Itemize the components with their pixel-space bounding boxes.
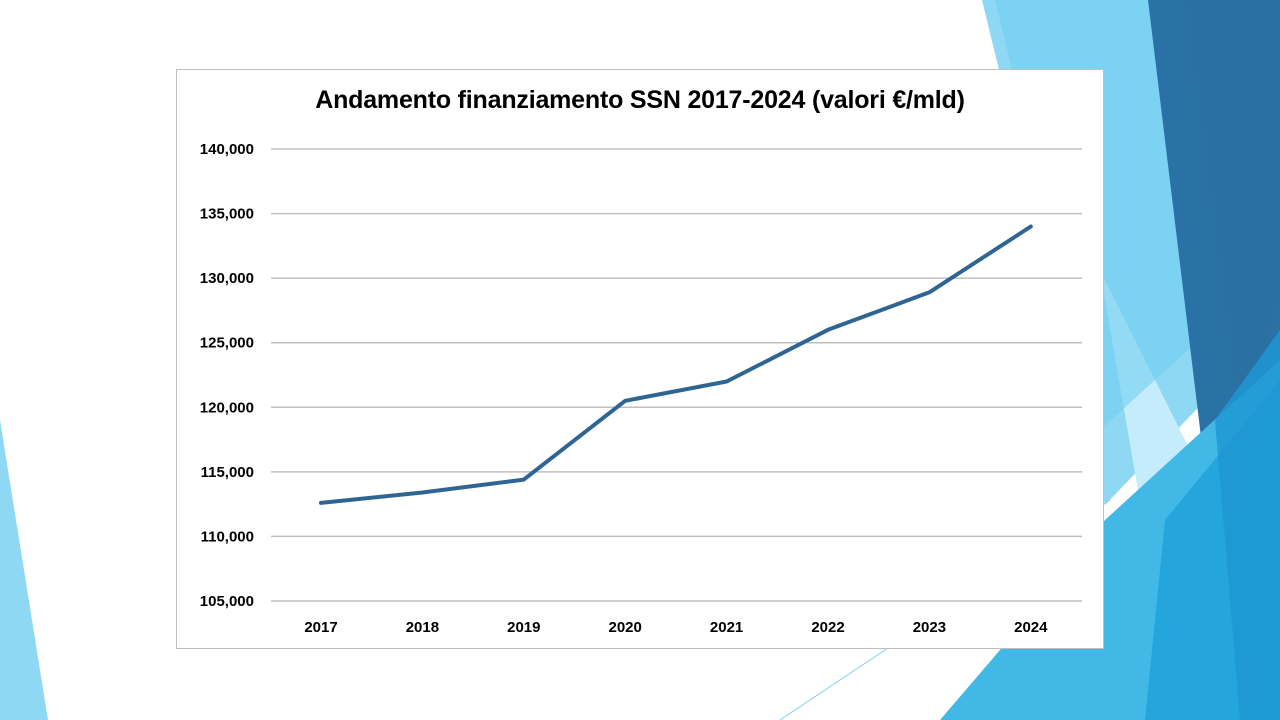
y-tick-label: 130,000	[200, 270, 254, 287]
x-tick-label-2020: 2020	[609, 619, 642, 636]
x-tick-label-2024: 2024	[1014, 619, 1048, 636]
line-chart: 105,000 110,000 115,000 120,000 125,000 130,0…	[200, 141, 1082, 636]
x-tick-label-2018: 2018	[406, 619, 439, 636]
chart-title: Andamento finanziamento SSN 2017-2024 (v…	[315, 86, 965, 114]
series-layer	[319, 224, 1033, 505]
y-tick-label: 105,000	[200, 593, 254, 610]
x-axis-tick-labels: 2017 2018 2019 2020 2021 2022 2023 2024	[304, 619, 1048, 636]
y-tick-label: 135,000	[200, 206, 254, 223]
y-tick-label: 110,000	[201, 528, 254, 545]
y-tick-label: 120,000	[200, 399, 254, 416]
left-deco-shape	[0, 420, 48, 720]
x-tick-label-2019: 2019	[507, 619, 540, 636]
y-tick-label: 115,000	[201, 464, 254, 481]
x-tick-label-2017: 2017	[304, 619, 337, 636]
x-tick-label-2021: 2021	[710, 619, 743, 636]
grid-lines	[271, 148, 1082, 602]
x-tick-label-2022: 2022	[811, 619, 844, 636]
right-deco-shape-dark-2	[1185, 0, 1280, 420]
right-deco-shape-bright	[1215, 330, 1280, 720]
chart-frame: Andamento finanziamento SSN 2017-2024 (v…	[176, 69, 1104, 649]
y-tick-label: 125,000	[200, 335, 254, 352]
y-tick-label: 140,000	[200, 141, 254, 158]
series-line-0	[319, 224, 1033, 505]
x-tick-label-2023: 2023	[913, 619, 946, 636]
y-axis-tick-labels: 105,000 110,000 115,000 120,000 125,000 130,0…	[200, 141, 254, 610]
